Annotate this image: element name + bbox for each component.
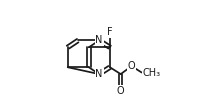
Text: O: O (117, 86, 125, 96)
Text: F: F (107, 27, 113, 37)
Text: O: O (128, 61, 135, 71)
Text: CH₃: CH₃ (142, 68, 161, 78)
Text: N: N (95, 69, 103, 79)
Text: N: N (95, 36, 103, 45)
